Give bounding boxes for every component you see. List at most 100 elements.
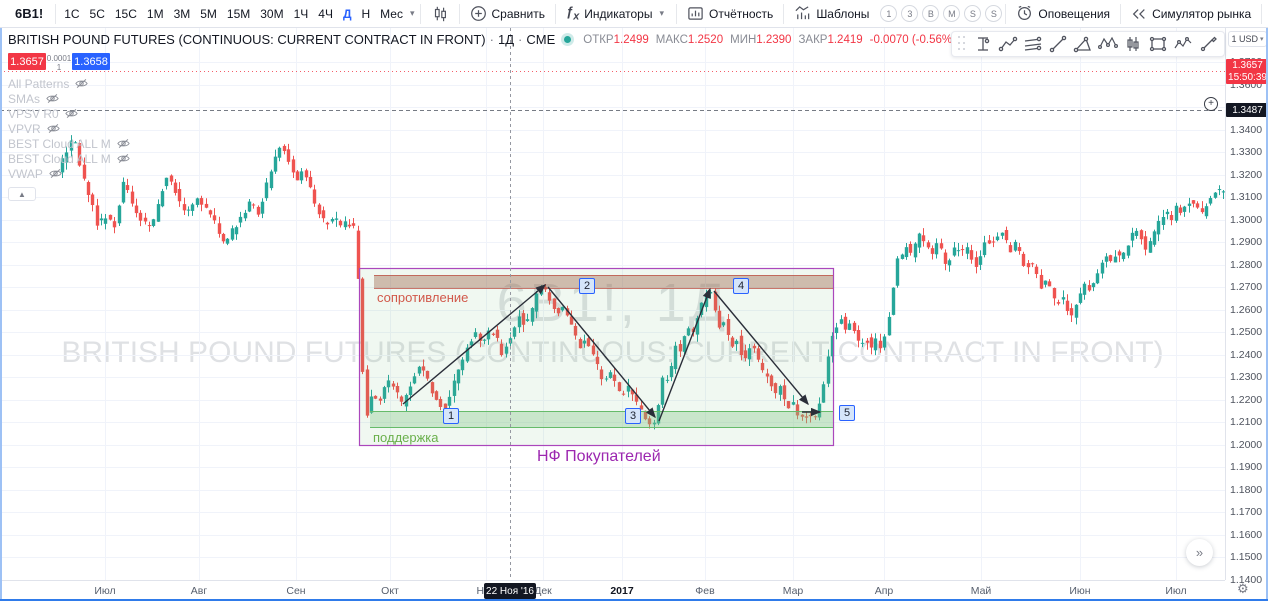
collapse-legend-button[interactable]: ▲ <box>8 187 36 201</box>
market-simulator-button[interactable]: Симулятор рынка <box>1124 4 1258 24</box>
templates-button[interactable]: Шаблоны <box>787 2 876 25</box>
divider <box>554 3 556 24</box>
chevron-down-icon: ▾ <box>1260 36 1264 43</box>
interval-15М[interactable]: 15М <box>226 6 251 21</box>
price-label: 1.3000 <box>1230 213 1263 226</box>
layout-slot-s-5[interactable]: S <box>985 5 1003 22</box>
layout-slot-b-2[interactable]: B <box>922 5 940 22</box>
indicator-row-5[interactable]: BEST Cloud ALL M <box>8 151 956 166</box>
pattern-point-3[interactable]: 3 <box>625 408 641 424</box>
interval-1М[interactable]: 1М <box>146 6 164 21</box>
report-icon <box>688 7 703 20</box>
rectangle-tool-icon[interactable] <box>1146 32 1170 56</box>
triangle-pattern-tool-icon[interactable] <box>1071 32 1095 56</box>
crosshair-date-badge: 22 Ноя '16 <box>484 583 536 599</box>
eye-off-icon[interactable] <box>117 138 130 149</box>
price-label: 1.2600 <box>1230 303 1263 316</box>
fx-icon: ƒx <box>565 4 580 23</box>
indicator-row-2[interactable]: VPSV R0 <box>8 106 956 121</box>
chevron-down-icon[interactable]: ▾ <box>409 8 415 18</box>
bars-pattern-tool-icon[interactable] <box>1121 32 1145 56</box>
interval-Д[interactable]: Д <box>342 6 352 21</box>
price-label: 1.3100 <box>1230 191 1263 204</box>
time-label-Авг: Авг <box>190 585 208 597</box>
xabcd-pattern-tool-icon[interactable] <box>1096 32 1120 56</box>
time-label-Июл: Июл <box>94 585 116 597</box>
eye-off-icon[interactable] <box>46 93 59 104</box>
trend-line-tool-icon[interactable] <box>1046 32 1070 56</box>
interval-4Ч[interactable]: 4Ч <box>318 6 333 21</box>
time-axis[interactable]: ИюлАвгСенОктНояДек2017ФевМарАпрМайИюнИюл… <box>0 580 1225 601</box>
interval-Н[interactable]: Н <box>361 6 371 21</box>
resistance-label[interactable]: сопротивление <box>377 290 469 305</box>
price-axis[interactable]: 1 USD ▾ 1.3657 15:50:39 1.3487 1.1400 1.15… <box>1225 28 1268 586</box>
price-label: 1.3200 <box>1230 168 1263 181</box>
indicators-button[interactable]: ƒx Индикаторы ▾ <box>565 4 664 23</box>
report-button[interactable]: Отчётность <box>680 2 780 25</box>
price-label: 1.1500 <box>1230 551 1263 564</box>
elliott-wave-tool-icon[interactable] <box>1171 32 1195 56</box>
price-label: 1.2700 <box>1230 281 1263 294</box>
pattern-point-1[interactable]: 1 <box>443 408 459 424</box>
time-label-Дек: Дек <box>534 585 552 597</box>
interval-15С[interactable]: 15С <box>114 6 137 21</box>
interval-1Ч[interactable]: 1Ч <box>293 6 309 21</box>
divider <box>1120 3 1122 24</box>
alert-price-badge: 1.3487 <box>1226 103 1268 117</box>
add-alert-icon[interactable]: + <box>1204 97 1218 111</box>
price-label: 1.3400 <box>1230 123 1263 136</box>
eye-off-icon[interactable] <box>75 78 89 89</box>
interval-1С[interactable]: 1С <box>64 6 80 21</box>
time-label-Июл: Июл <box>1165 585 1187 597</box>
scroll-right-button[interactable]: » <box>1186 539 1213 566</box>
pattern-point-2[interactable]: 2 <box>579 278 595 294</box>
chart-main: 6B1!, 1Д BRITISH POUND FUTURES (CONTINUO… <box>0 28 1268 601</box>
gear-icon[interactable]: ⚙ <box>1237 581 1249 596</box>
price-label: 1.1400 <box>1230 574 1263 586</box>
indicator-row-3[interactable]: VPVR <box>8 121 956 136</box>
symbol-button[interactable]: 6B1! <box>15 6 44 21</box>
eye-off-icon[interactable] <box>117 153 130 164</box>
layout-slot-3-1[interactable]: 3 <box>901 5 919 22</box>
eye-off-icon[interactable] <box>65 108 78 119</box>
indicator-row-4[interactable]: BEST Cloud ALL M <box>8 136 956 151</box>
sell-button[interactable]: 1.3657 <box>8 53 46 70</box>
divider <box>1261 3 1263 24</box>
support-label[interactable]: поддержка <box>373 430 439 445</box>
indicator-row-1[interactable]: SMAs <box>8 91 956 106</box>
interval-Мес[interactable]: Мес <box>380 6 403 21</box>
indicator-row-0[interactable]: All Patterns <box>8 76 956 91</box>
time-label-Апр: Апр <box>874 585 894 597</box>
interval-5С[interactable]: 5С <box>89 6 105 21</box>
legend-title-row[interactable]: BRITISH POUND FUTURES (CONTINUOUS: CURRE… <box>8 32 956 47</box>
eye-off-icon[interactable] <box>47 123 60 134</box>
indicator-row-6[interactable]: VWAP <box>8 166 956 181</box>
brush-tool-icon[interactable] <box>1196 32 1220 56</box>
interval-3М[interactable]: 3М <box>173 6 191 21</box>
pattern-point-5[interactable]: 5 <box>839 405 855 421</box>
price-range-tool-icon[interactable] <box>971 32 995 56</box>
pattern-caption[interactable]: НФ Покупателей <box>537 448 661 465</box>
time-label-Июн: Июн <box>1069 585 1091 597</box>
interval-5М[interactable]: 5М <box>200 6 217 21</box>
layout-slot-1-0[interactable]: 1 <box>880 5 898 22</box>
pattern-point-4[interactable]: 4 <box>733 278 749 294</box>
layout-slot-m-3[interactable]: M <box>943 5 961 22</box>
path-tool-icon[interactable] <box>996 32 1020 56</box>
parallel-channel-tool-icon[interactable] <box>1021 32 1045 56</box>
alerts-button[interactable]: Оповещения <box>1009 2 1117 25</box>
chart-style-button[interactable] <box>424 2 456 26</box>
compare-button[interactable]: Сравнить <box>463 2 552 25</box>
candlestick-chart[interactable] <box>0 28 1225 580</box>
layout-slot-s-4[interactable]: S <box>964 5 982 22</box>
floating-draw-toolbar <box>951 31 1225 57</box>
price-label: 1.2000 <box>1230 438 1263 451</box>
currency-button[interactable]: 1 USD ▾ <box>1228 31 1267 47</box>
price-label: 1.1800 <box>1230 483 1263 496</box>
drag-handle[interactable] <box>958 36 968 52</box>
eye-off-icon[interactable] <box>49 168 62 179</box>
price-label: 1.1700 <box>1230 506 1263 519</box>
price-label: 1.2300 <box>1230 371 1263 384</box>
buy-button[interactable]: 1.3658 <box>72 53 110 70</box>
interval-30М[interactable]: 30М <box>260 6 284 21</box>
